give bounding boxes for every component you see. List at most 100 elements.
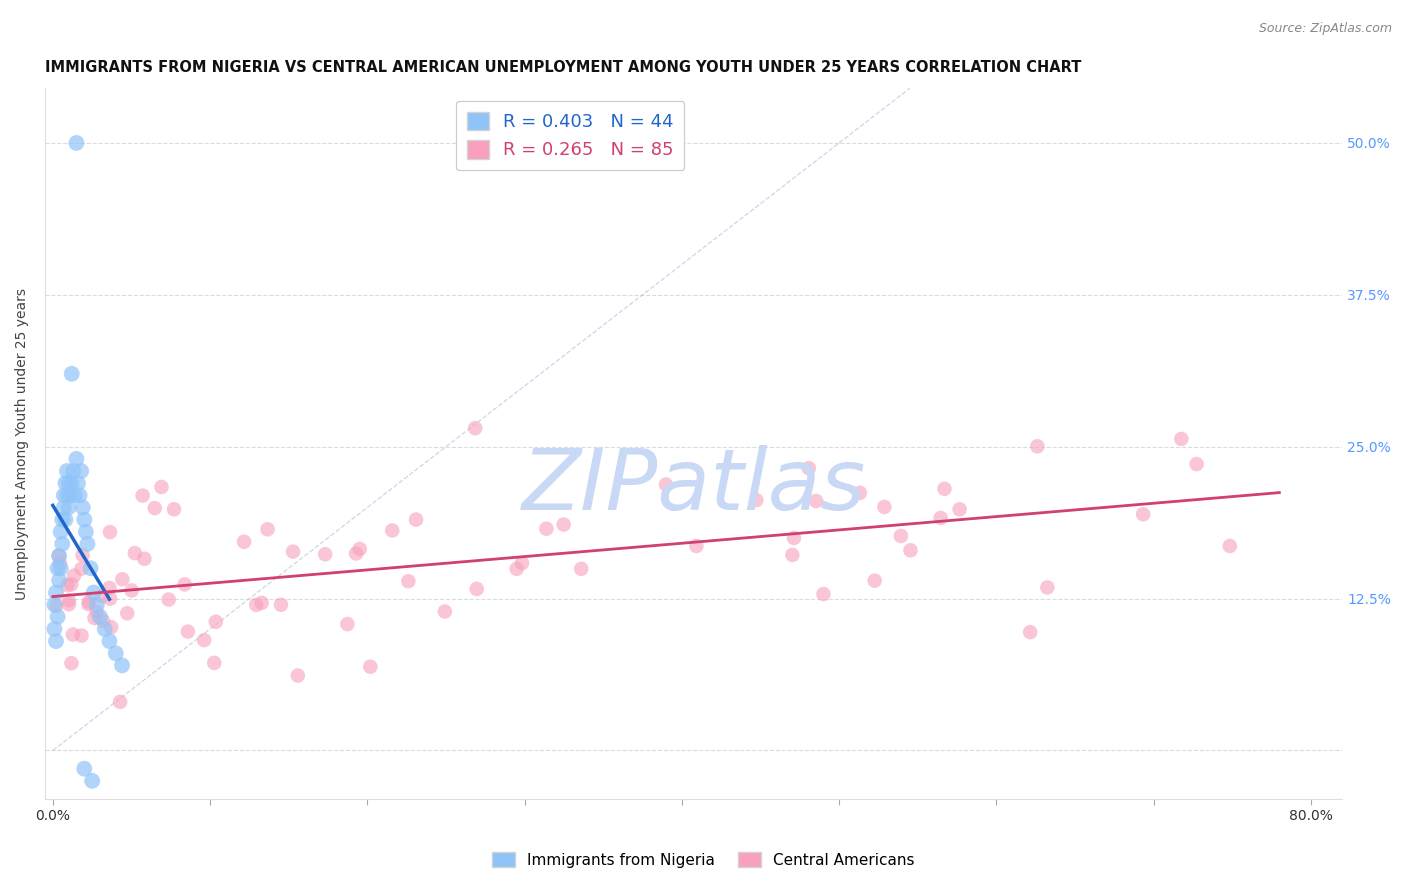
- Point: [117, 607, 139, 621]
- Point: [49, 524, 72, 539]
- Point: [83, 585, 105, 599]
- Point: [98, 591, 121, 606]
- Point: [813, 587, 835, 601]
- Point: [193, 633, 215, 648]
- Point: [70, 562, 93, 576]
- Point: [100, 620, 122, 634]
- Point: [900, 543, 922, 558]
- Point: [782, 548, 804, 562]
- Point: [46, 609, 69, 624]
- Text: IMMIGRANTS FROM NIGERIA VS CENTRAL AMERICAN UNEMPLOYMENT AMONG YOUTH UNDER 25 YE: IMMIGRANTS FROM NIGERIA VS CENTRAL AMERI…: [45, 60, 1081, 75]
- Point: [349, 541, 371, 556]
- Point: [73, 513, 96, 527]
- Point: [202, 656, 225, 670]
- Point: [464, 421, 486, 435]
- Point: [76, 537, 98, 551]
- Point: [86, 598, 108, 612]
- Point: [250, 596, 273, 610]
- Point: [536, 522, 558, 536]
- Point: [150, 480, 173, 494]
- Point: [134, 551, 156, 566]
- Point: [44, 622, 66, 636]
- Point: [143, 501, 166, 516]
- Point: [245, 598, 267, 612]
- Point: [569, 562, 592, 576]
- Point: [381, 524, 404, 538]
- Point: [173, 577, 195, 591]
- Point: [75, 524, 97, 539]
- Point: [55, 476, 77, 491]
- Point: [46, 561, 69, 575]
- Point: [72, 500, 94, 515]
- Point: [177, 624, 200, 639]
- Point: [934, 482, 956, 496]
- Point: [287, 668, 309, 682]
- Point: [58, 597, 80, 611]
- Point: [51, 513, 73, 527]
- Point: [1219, 539, 1241, 553]
- Point: [45, 599, 67, 613]
- Point: [56, 464, 79, 478]
- Point: [58, 476, 80, 491]
- Point: [70, 628, 93, 642]
- Point: [163, 502, 186, 516]
- Point: [1170, 432, 1192, 446]
- Point: [929, 511, 952, 525]
- Point: [52, 500, 75, 515]
- Point: [51, 537, 73, 551]
- Point: [121, 583, 143, 598]
- Point: [70, 464, 93, 478]
- Point: [62, 627, 84, 641]
- Point: [98, 634, 121, 648]
- Point: [685, 539, 707, 553]
- Point: [62, 464, 84, 478]
- Point: [108, 695, 131, 709]
- Point: [65, 451, 87, 466]
- Point: [98, 581, 121, 595]
- Point: [60, 577, 83, 591]
- Legend: R = 0.403   N = 44, R = 0.265   N = 85: R = 0.403 N = 44, R = 0.265 N = 85: [456, 101, 685, 170]
- Point: [111, 658, 134, 673]
- Point: [48, 549, 70, 563]
- Point: [553, 517, 575, 532]
- Point: [745, 493, 768, 508]
- Point: [83, 611, 105, 625]
- Point: [433, 605, 456, 619]
- Point: [44, 598, 66, 612]
- Point: [98, 525, 121, 540]
- Point: [60, 656, 83, 670]
- Point: [1132, 508, 1154, 522]
- Point: [49, 556, 72, 570]
- Point: [66, 476, 89, 491]
- Point: [49, 561, 72, 575]
- Point: [124, 546, 146, 560]
- Point: [405, 512, 427, 526]
- Point: [91, 614, 114, 628]
- Point: [281, 544, 304, 558]
- Legend: Immigrants from Nigeria, Central Americans: Immigrants from Nigeria, Central America…: [484, 844, 922, 875]
- Point: [65, 136, 87, 150]
- Point: [45, 585, 67, 599]
- Point: [59, 488, 82, 502]
- Point: [1185, 457, 1208, 471]
- Point: [93, 622, 115, 636]
- Point: [63, 568, 86, 582]
- Point: [79, 561, 101, 575]
- Point: [1019, 625, 1042, 640]
- Point: [949, 502, 972, 516]
- Point: [58, 593, 80, 607]
- Point: [505, 562, 527, 576]
- Point: [45, 634, 67, 648]
- Point: [863, 574, 886, 588]
- Point: [270, 598, 292, 612]
- Point: [69, 488, 91, 502]
- Point: [359, 659, 381, 673]
- Point: [396, 574, 419, 589]
- Point: [131, 489, 153, 503]
- Point: [797, 461, 820, 475]
- Point: [256, 522, 278, 536]
- Point: [48, 574, 70, 588]
- Point: [89, 609, 111, 624]
- Point: [204, 615, 226, 629]
- Point: [465, 582, 488, 596]
